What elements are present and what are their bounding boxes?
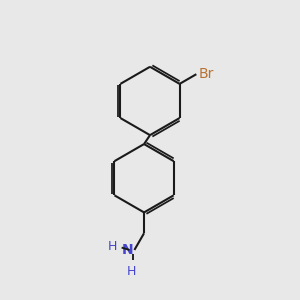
Text: N: N	[121, 243, 133, 257]
Text: Br: Br	[199, 67, 214, 81]
Text: H: H	[108, 241, 117, 254]
Text: H: H	[127, 265, 136, 278]
